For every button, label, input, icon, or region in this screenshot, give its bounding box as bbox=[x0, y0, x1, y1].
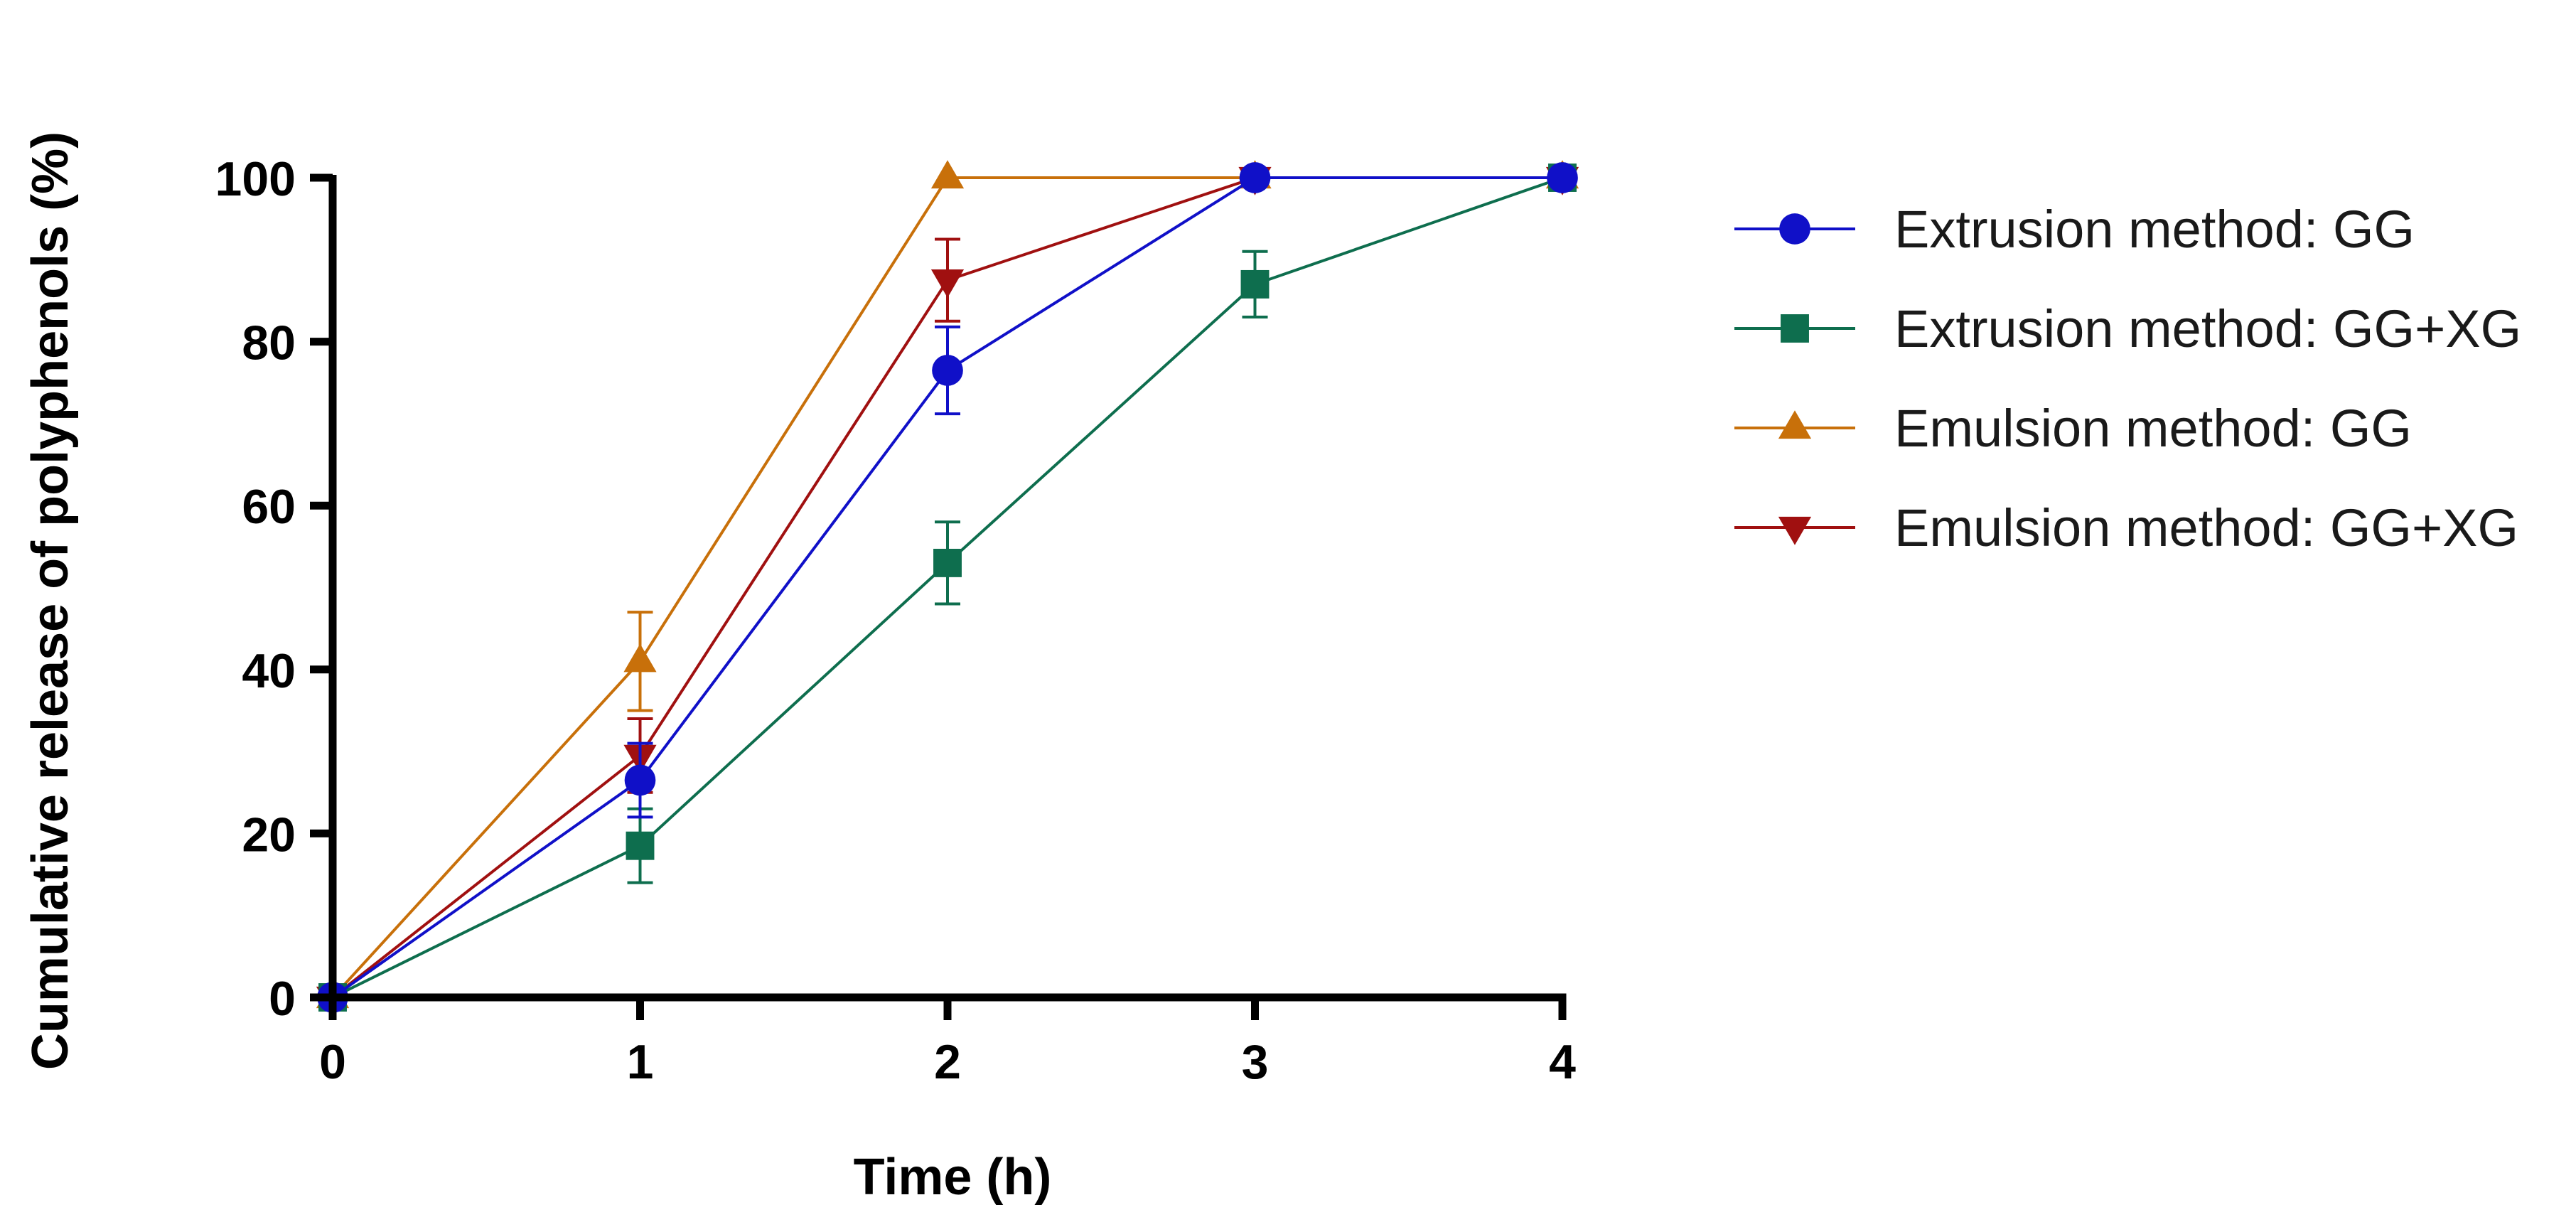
data-point bbox=[1547, 162, 1578, 193]
data-point bbox=[1240, 269, 1270, 299]
x-tick-label: 0 bbox=[319, 1035, 346, 1089]
x-axis-title: Time (h) bbox=[854, 1149, 1052, 1206]
legend-marker-icon bbox=[1778, 516, 1812, 545]
y-tick-label: 100 bbox=[215, 152, 296, 206]
axes-layer: 0 20 40 60 80 100 0 1 2 3 4 bbox=[215, 152, 1577, 1089]
y-tick-label: 20 bbox=[242, 808, 296, 862]
data-point bbox=[930, 160, 965, 189]
legend-marker-icon bbox=[1781, 314, 1809, 343]
data-point bbox=[930, 269, 965, 298]
data-point bbox=[1239, 162, 1271, 193]
data-point bbox=[623, 643, 657, 673]
legend-item: Emulsion method: GG bbox=[1734, 399, 2412, 458]
x-tick-label: 4 bbox=[1549, 1035, 1576, 1089]
x-tick-label: 1 bbox=[627, 1035, 654, 1089]
legend-marker-icon bbox=[1778, 410, 1812, 439]
y-tick-label: 80 bbox=[242, 316, 296, 370]
data-point bbox=[626, 831, 655, 860]
x-tick-label: 2 bbox=[934, 1035, 961, 1089]
data-point bbox=[624, 764, 656, 796]
y-tick-label: 0 bbox=[269, 972, 296, 1026]
legend-item: Extrusion method: GG+XG bbox=[1734, 299, 2521, 358]
x-tick-label: 3 bbox=[1242, 1035, 1269, 1089]
legend-label: Emulsion method: GG+XG bbox=[1894, 498, 2518, 557]
y-tick-label: 40 bbox=[242, 644, 296, 698]
legend-label: Extrusion method: GG+XG bbox=[1894, 299, 2521, 358]
legend-item: Emulsion method: GG+XG bbox=[1734, 498, 2518, 557]
data-point bbox=[932, 355, 963, 386]
y-tick-label: 60 bbox=[242, 480, 296, 534]
y-axis-title: Cumulative release of polyphenols (%) bbox=[22, 132, 79, 1070]
legend: Extrusion method: GG Extrusion method: GG… bbox=[1734, 200, 2521, 557]
data-point bbox=[933, 548, 962, 577]
series-layer bbox=[316, 160, 1579, 1015]
legend-item: Extrusion method: GG bbox=[1734, 200, 2415, 259]
legend-marker-icon bbox=[1779, 213, 1810, 245]
legend-label: Emulsion method: GG bbox=[1894, 399, 2412, 458]
legend-label: Extrusion method: GG bbox=[1894, 200, 2415, 259]
